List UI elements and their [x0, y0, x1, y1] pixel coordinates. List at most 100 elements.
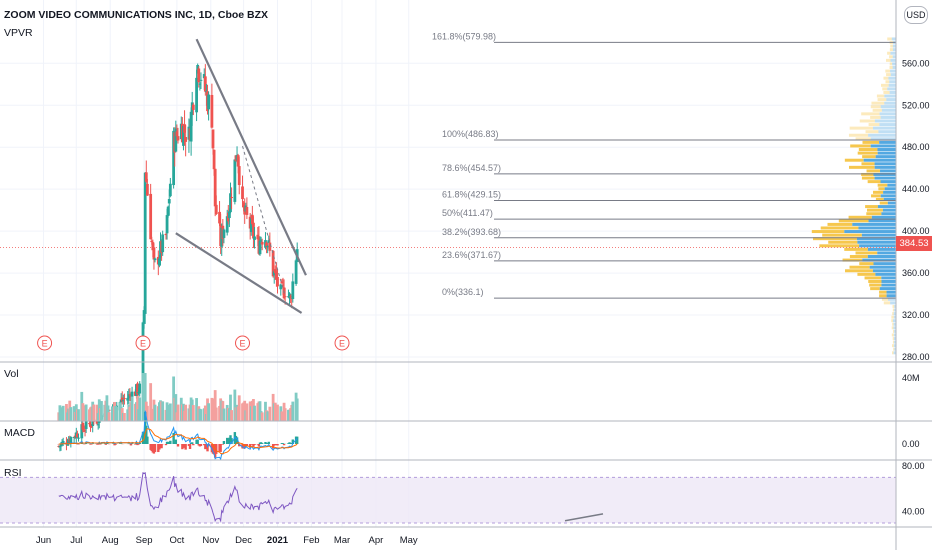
volume-bar — [276, 404, 279, 421]
vp-sell-bar — [867, 180, 881, 184]
vp-buy-bar — [879, 287, 896, 291]
vp-buy-bar — [844, 230, 896, 234]
vp-sell-bar — [890, 44, 893, 48]
vp-sell-bar — [844, 158, 864, 162]
candle-body — [127, 394, 131, 399]
vp-buy-bar — [894, 304, 896, 308]
volume-bar — [207, 403, 211, 421]
volume-profile — [811, 37, 896, 355]
macd-histogram-bar — [146, 436, 149, 444]
macd-histogram-bar — [199, 444, 203, 446]
vp-sell-bar — [861, 176, 875, 180]
macd-histogram-bar — [158, 444, 161, 450]
vp-buy-bar — [890, 51, 896, 55]
vp-buy-bar — [873, 262, 896, 266]
vp-sell-bar — [879, 294, 887, 298]
vp-sell-bar — [887, 51, 891, 55]
vp-sell-bar — [892, 340, 895, 344]
vpvr-label[interactable]: VPVR — [4, 27, 33, 39]
vp-buy-bar — [892, 65, 896, 69]
vp-sell-bar — [893, 347, 895, 351]
candle-body — [241, 186, 244, 200]
vp-sell-bar — [867, 208, 883, 212]
macd-histogram-bar — [264, 442, 267, 444]
vp-buy-bar — [893, 322, 896, 326]
x-tick-label: 2021 — [267, 535, 289, 546]
candle-body — [84, 421, 88, 429]
macd-histogram-bar — [188, 444, 192, 449]
vp-sell-bar — [883, 301, 891, 305]
candle-body — [183, 124, 186, 133]
volume-bar — [283, 408, 287, 421]
macd-histogram-bar — [243, 444, 246, 449]
macd-histogram-bar — [136, 444, 139, 446]
vp-sell-bar — [889, 65, 893, 69]
candle-body — [126, 397, 130, 401]
trendline — [175, 232, 303, 314]
macd-histogram-bar — [96, 444, 100, 445]
candle-body — [265, 242, 268, 247]
candle-body — [182, 125, 185, 146]
vp-sell-bar — [876, 94, 885, 98]
candle-body — [75, 433, 79, 438]
vp-buy-bar — [868, 133, 896, 137]
vp-sell-bar — [870, 115, 881, 119]
vp-buy-bar — [892, 44, 896, 48]
macd-histogram-bar — [282, 444, 286, 446]
vp-sell-bar — [891, 315, 894, 319]
vp-buy-bar — [882, 208, 896, 212]
vp-buy-bar — [893, 351, 896, 355]
candle-body — [275, 271, 278, 280]
vp-buy-bar — [874, 165, 896, 169]
candle-body — [294, 260, 298, 284]
vp-sell-bar — [857, 151, 878, 155]
vp-sell-bar — [849, 265, 870, 269]
volume-bar — [260, 412, 264, 421]
vp-sell-bar — [872, 108, 882, 112]
vp-sell-bar — [871, 101, 885, 105]
candle-body — [237, 166, 241, 185]
candle-body — [58, 446, 62, 448]
volume-bar — [95, 404, 99, 421]
vp-sell-bar — [875, 197, 884, 201]
volume-bar — [222, 408, 226, 421]
candle-body — [267, 240, 271, 244]
vp-sell-bar — [858, 148, 878, 152]
x-tick-label: Apr — [369, 535, 384, 546]
volume-bar — [84, 404, 88, 421]
candle-body — [288, 293, 291, 299]
vp-buy-bar — [888, 83, 896, 87]
volume-bar — [268, 406, 272, 421]
currency-button[interactable]: USD — [904, 6, 928, 24]
x-tick-label: Sep — [136, 535, 153, 546]
macd-histogram-bar — [221, 444, 225, 445]
candle-body — [279, 284, 283, 290]
candle-body — [95, 420, 99, 424]
vp-sell-bar — [850, 144, 871, 148]
volume-bar — [295, 398, 299, 421]
x-tick-label: Dec — [235, 535, 252, 546]
vp-sell-bar — [889, 62, 893, 66]
vp-buy-bar — [886, 290, 896, 294]
volume-bar — [191, 405, 195, 421]
volume-bar — [130, 396, 134, 421]
vp-sell-bar — [892, 329, 895, 333]
candle-body — [80, 424, 84, 439]
vp-buy-bar — [886, 98, 896, 102]
vp-buy-bar — [881, 276, 896, 280]
fib-level-label: 50%(411.47) — [442, 208, 493, 218]
vp-buy-bar — [873, 172, 896, 176]
candle-body — [291, 281, 295, 299]
candle-body — [259, 239, 263, 243]
vp-buy-bar — [889, 90, 896, 94]
trendlines — [175, 38, 307, 314]
x-tick-label: Oct — [170, 535, 185, 546]
candle-body — [136, 383, 139, 395]
rsi-divergence-line — [564, 513, 604, 522]
vp-buy-bar — [870, 137, 896, 141]
macd-histogram-bar — [235, 437, 239, 444]
vp-buy-bar — [893, 312, 896, 316]
